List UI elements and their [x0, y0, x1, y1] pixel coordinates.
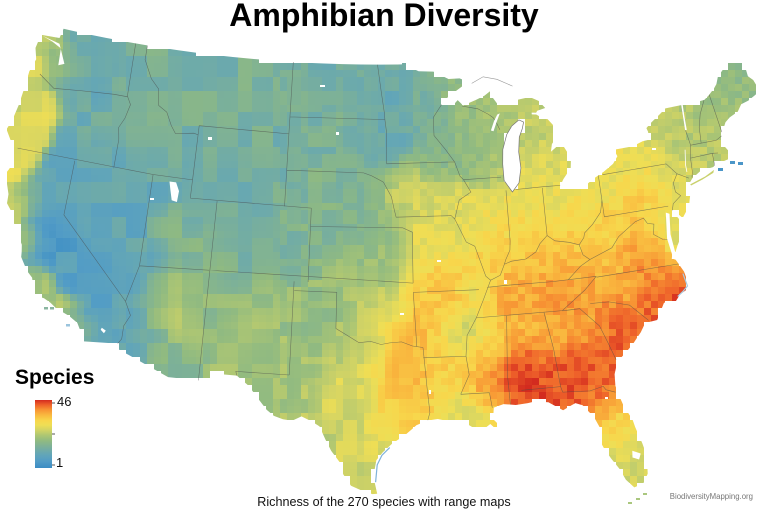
- svg-text:Richness of the 270 species wi: Richness of the 270 species with range m…: [257, 495, 510, 509]
- svg-text:Species: Species: [15, 366, 94, 389]
- svg-text:BiodiversityMapping.org: BiodiversityMapping.org: [670, 492, 753, 501]
- svg-text:1: 1: [56, 455, 63, 470]
- svg-text:46: 46: [57, 394, 71, 409]
- svg-text:Amphibian Diversity: Amphibian Diversity: [229, 0, 539, 33]
